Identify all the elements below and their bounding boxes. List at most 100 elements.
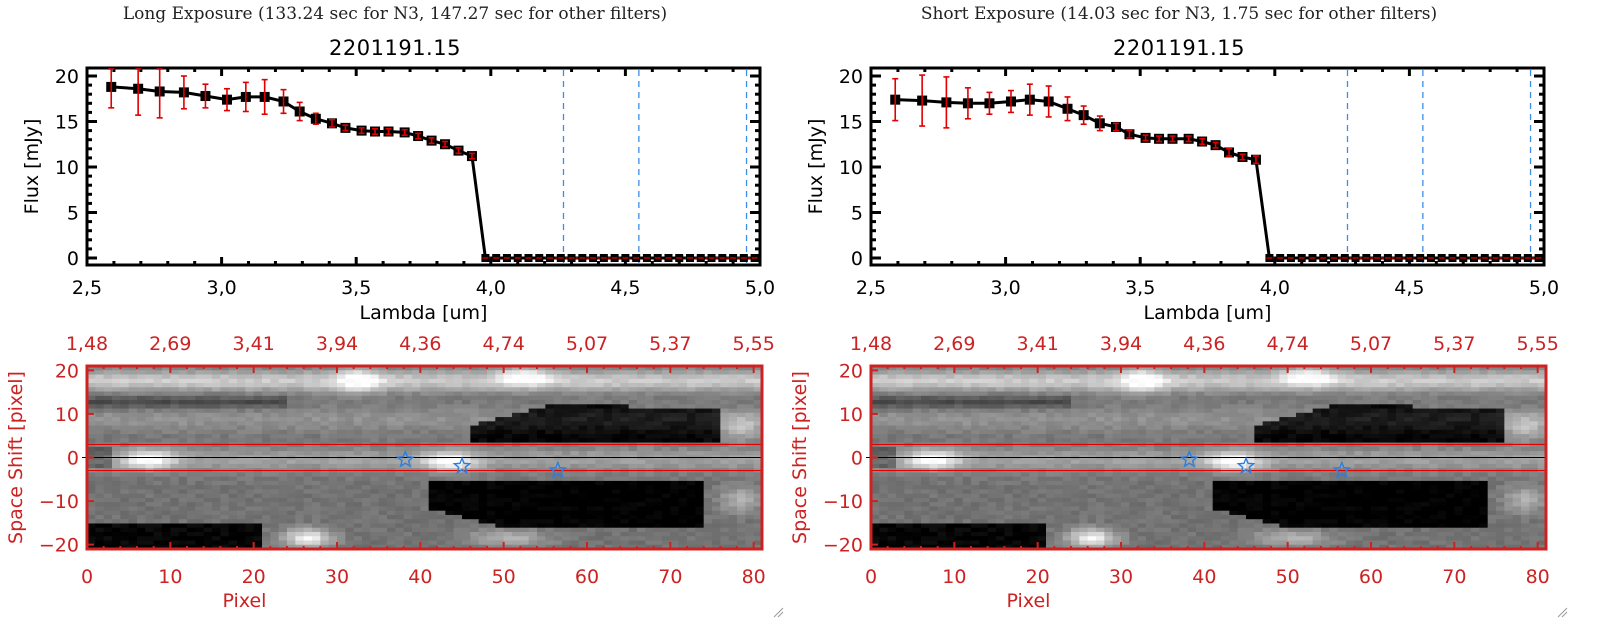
image-pixel (587, 497, 596, 503)
image-pixel (1296, 374, 1305, 380)
image-pixel (253, 544, 263, 550)
image-pixel (237, 540, 246, 546)
resize-grip-icon[interactable] (772, 606, 784, 618)
image-pixel (145, 489, 155, 495)
image-pixel (437, 417, 446, 422)
image-pixel (145, 438, 155, 444)
image-pixel (553, 404, 563, 410)
image-pixel (612, 536, 621, 542)
image-pixel (1537, 378, 1547, 384)
image-pixel (378, 438, 388, 444)
image-pixel (1521, 404, 1530, 410)
image-pixel (95, 383, 105, 388)
image-pixel (1471, 395, 1480, 401)
image-pixel (453, 442, 463, 448)
image-pixel (187, 442, 196, 448)
image-pixel (662, 463, 671, 469)
image-pixel (678, 446, 688, 452)
image-pixel (245, 506, 255, 512)
image-pixel (295, 493, 305, 499)
image-pixel (703, 412, 713, 418)
image-pixel (637, 463, 646, 469)
image-pixel (512, 489, 521, 495)
image-pixel (270, 489, 280, 495)
image-pixel (904, 378, 914, 384)
image-pixel (595, 459, 605, 465)
image-pixel (437, 412, 446, 418)
image-pixel (553, 502, 563, 508)
image-pixel (954, 391, 964, 397)
image-pixel (412, 544, 421, 550)
image-pixel (420, 374, 430, 380)
image-pixel (553, 374, 563, 380)
image-pixel (303, 374, 313, 380)
image-pixel (245, 366, 255, 371)
image-pixel (645, 451, 655, 456)
image-pixel (637, 400, 646, 405)
image-pixel (495, 412, 505, 418)
image-pixel (720, 480, 730, 486)
image-pixel (670, 446, 680, 452)
image-pixel (295, 527, 305, 533)
image-pixel (645, 400, 655, 405)
image-pixel (320, 493, 330, 499)
image-pixel (245, 544, 255, 550)
image-pixel (578, 493, 588, 499)
image-pixel (395, 544, 405, 550)
image-pixel (287, 536, 296, 542)
image-pixel (1137, 366, 1147, 371)
image-pixel (603, 366, 613, 371)
image-pixel (703, 421, 713, 427)
image-pixel (412, 493, 421, 499)
image-pixel (362, 497, 371, 503)
image-pixel (595, 383, 605, 388)
image-pixel (278, 527, 288, 533)
image-pixel (1304, 408, 1314, 414)
image-pixel (1471, 374, 1480, 380)
image-pixel (495, 446, 505, 452)
image-pixel (345, 472, 355, 478)
image-pixel (737, 370, 746, 376)
image-pixel (337, 489, 346, 495)
image-pixel (478, 497, 488, 503)
image-pixel (595, 378, 605, 384)
image-pixel (687, 366, 696, 371)
image-pixel (395, 485, 405, 491)
image-pixel (87, 506, 96, 512)
image-pixel (562, 417, 571, 422)
image-pixel (645, 459, 655, 465)
image-pixel (103, 497, 113, 503)
image-pixel (353, 387, 363, 393)
image-pixel (695, 395, 705, 401)
image-pixel (395, 400, 405, 405)
image-pixel (478, 485, 488, 491)
image-pixel (87, 400, 96, 405)
image-pixel (370, 451, 380, 456)
image-pixel (570, 459, 580, 465)
image-pixel (695, 417, 705, 422)
image-pixel (503, 527, 513, 533)
image-pixel (145, 442, 155, 448)
image-pixel (570, 425, 580, 431)
image-pixel (1112, 408, 1122, 414)
image-pixel (445, 459, 455, 465)
image-pixel (228, 400, 238, 405)
image-pixel (537, 370, 546, 376)
image-pixel (320, 506, 330, 512)
image-pixel (528, 523, 538, 529)
image-pixel (487, 404, 496, 410)
image-pixel (445, 412, 455, 418)
image-pixel (678, 400, 688, 405)
image-pixel (378, 493, 388, 499)
image-pixel (712, 506, 721, 512)
image-pixel (645, 442, 655, 448)
image-pixel (1404, 383, 1414, 388)
image-pixel (503, 502, 513, 508)
image-pixel (1154, 408, 1164, 414)
image-pixel (462, 374, 471, 380)
image-pixel (162, 374, 171, 380)
image-pixel (745, 404, 755, 410)
image-pixel (1279, 408, 1289, 414)
image-pixel (687, 429, 696, 435)
image-pixel (412, 438, 421, 444)
